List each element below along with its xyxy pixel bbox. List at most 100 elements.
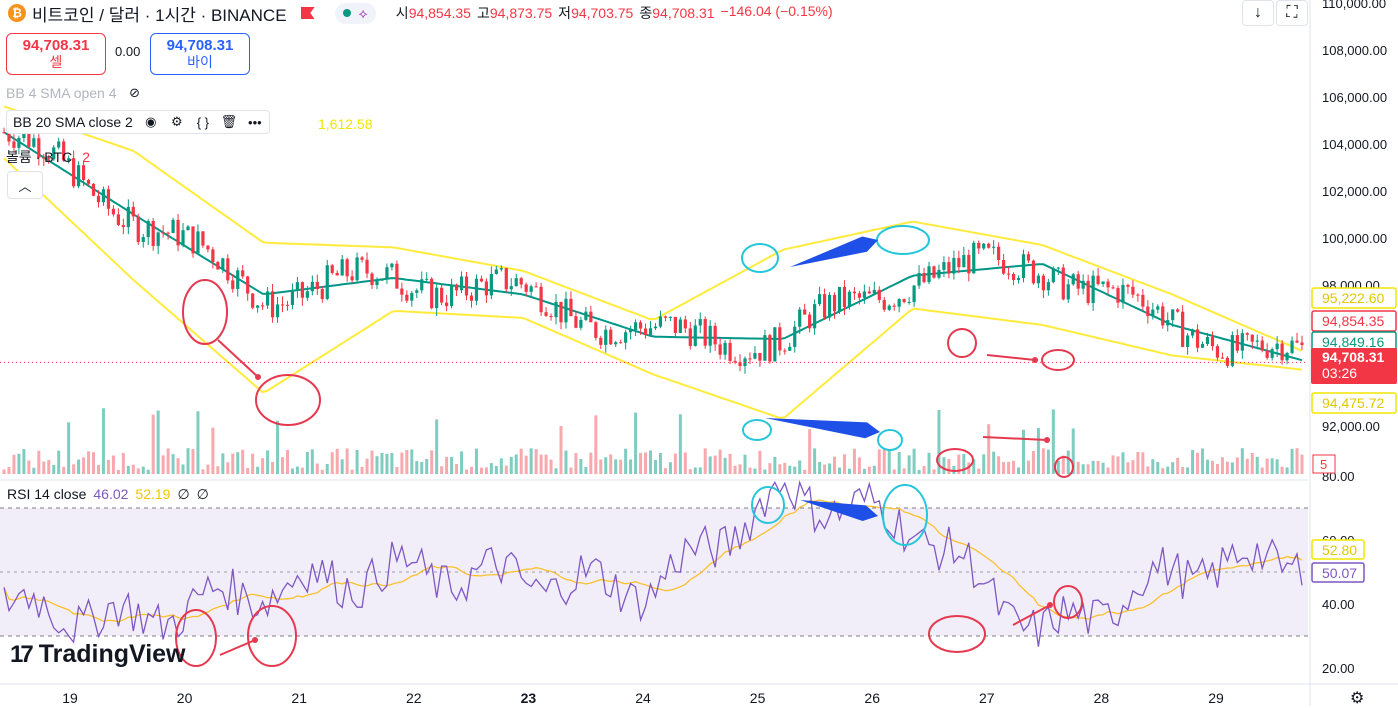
candle-body bbox=[350, 276, 354, 281]
candle-body bbox=[569, 298, 573, 317]
candle-body bbox=[748, 358, 752, 360]
candle-body bbox=[489, 274, 493, 296]
volume-bar bbox=[350, 469, 354, 474]
candle-body bbox=[778, 327, 782, 351]
candle-body bbox=[1011, 273, 1016, 281]
rsi-tag bbox=[1311, 539, 1365, 560]
candle-body bbox=[1026, 254, 1031, 261]
volume-bar bbox=[584, 467, 588, 474]
volume-bar bbox=[106, 459, 110, 474]
volume-bar bbox=[912, 448, 916, 474]
indicator-bb20[interactable]: BB 20 SMA close 2 ◉ ⚙ { } 🗑 ••• bbox=[6, 110, 270, 134]
candle-body bbox=[1265, 350, 1269, 358]
candle-body bbox=[121, 225, 125, 228]
volume-bar bbox=[718, 449, 722, 474]
source-code-icon[interactable]: { } bbox=[196, 114, 209, 130]
volume-bar bbox=[231, 453, 235, 474]
volume-bar bbox=[1161, 468, 1165, 474]
volume-bar bbox=[579, 459, 583, 474]
volume-bar bbox=[420, 461, 424, 474]
volume-bar bbox=[77, 459, 81, 474]
time-tick-label: 20 bbox=[177, 690, 193, 706]
delete-icon[interactable]: 🗑 bbox=[220, 114, 238, 129]
candle-body bbox=[534, 286, 538, 288]
volume-bar bbox=[1280, 466, 1284, 474]
candle-body bbox=[1220, 357, 1225, 359]
candle-body bbox=[1071, 274, 1075, 285]
rsi-tag-text: 52.80 bbox=[1322, 542, 1357, 558]
price-tag bbox=[1311, 310, 1397, 332]
candle-body bbox=[474, 278, 479, 301]
flag-icon[interactable] bbox=[300, 7, 315, 19]
spread-value: 0.00 bbox=[115, 44, 141, 59]
chart-settings-icon[interactable]: ⚙ bbox=[1350, 690, 1365, 707]
candle-body bbox=[261, 305, 265, 307]
rsi-ma-value: 52.19 bbox=[135, 486, 171, 502]
volume-bar bbox=[479, 467, 483, 474]
volume-bar bbox=[1220, 457, 1224, 474]
eye-off-icon[interactable]: ⊘ bbox=[129, 85, 140, 100]
tradingview-icon: 17 bbox=[10, 640, 34, 668]
candle-body bbox=[813, 304, 817, 329]
candle-body bbox=[1141, 294, 1145, 307]
volume-bar bbox=[32, 467, 36, 474]
candle-body bbox=[609, 329, 613, 345]
settings-icon[interactable]: ⚙ bbox=[171, 114, 183, 129]
indicator-volume[interactable]: 볼륨 · BTC 2 bbox=[6, 147, 90, 167]
open-label: 시 bbox=[395, 5, 409, 21]
more-icon[interactable]: ••• bbox=[248, 114, 262, 130]
volume-bar bbox=[614, 459, 618, 474]
volume-bar bbox=[1245, 458, 1249, 474]
price-tag-text: 94,854.35 bbox=[1322, 313, 1384, 329]
candle-body bbox=[768, 335, 772, 362]
fullscreen-icon[interactable]: ⛶ bbox=[1276, 0, 1308, 26]
candle-body bbox=[1171, 309, 1175, 321]
candle-body bbox=[942, 262, 946, 270]
candle-body bbox=[201, 231, 205, 246]
candle-body bbox=[1176, 309, 1180, 312]
volume-bar bbox=[1106, 467, 1110, 474]
volume-bar bbox=[847, 468, 851, 474]
tradingview-logo[interactable]: 17 TradingView bbox=[10, 640, 186, 669]
volume-bar bbox=[1101, 462, 1105, 474]
indicator-bb4[interactable]: BB 4 SMA open 4 ⊘ bbox=[6, 85, 143, 101]
candle-body bbox=[484, 281, 488, 296]
volume-bar bbox=[87, 451, 91, 474]
candle-body bbox=[315, 281, 319, 290]
rsi-line bbox=[3, 480, 1303, 647]
candle-body bbox=[982, 243, 986, 249]
candle-body bbox=[733, 360, 737, 363]
volume-bar bbox=[619, 459, 623, 474]
collapse-legend-button[interactable]: ︿ bbox=[7, 171, 43, 199]
volume-bar bbox=[241, 449, 245, 474]
candle-body bbox=[803, 309, 807, 315]
candle-body bbox=[972, 242, 976, 274]
volume-bar bbox=[1056, 460, 1060, 474]
candle-body bbox=[76, 165, 81, 187]
symbol-title[interactable]: 비트코인 / 달러 · 1시간 · BINANCE bbox=[32, 5, 287, 25]
volume-bar bbox=[504, 465, 508, 474]
volume-bar bbox=[67, 422, 71, 474]
candle-body bbox=[1076, 274, 1080, 289]
candle-body bbox=[678, 319, 682, 333]
candle-body bbox=[743, 358, 747, 367]
candle-body bbox=[604, 329, 608, 345]
rsi-legend[interactable]: RSI 14 close 46.02 52.19 ∅ ∅ bbox=[7, 486, 209, 503]
candle-body bbox=[101, 189, 106, 203]
candle-body bbox=[181, 230, 185, 246]
candle-body bbox=[822, 294, 827, 318]
candle-body bbox=[47, 158, 51, 160]
candle-body bbox=[509, 286, 513, 290]
candle-body bbox=[1295, 340, 1299, 343]
volume-bar bbox=[360, 466, 364, 474]
status-pill[interactable]: ⟡ bbox=[334, 2, 376, 24]
eye-icon[interactable]: ◉ bbox=[145, 114, 157, 129]
buy-button[interactable]: 94,708.31 바이 bbox=[150, 33, 250, 75]
candle-body bbox=[857, 293, 861, 298]
candle-body bbox=[280, 304, 285, 306]
download-icon[interactable]: ↓ bbox=[1242, 0, 1274, 26]
sell-button[interactable]: 94,708.31 셀 bbox=[6, 33, 106, 75]
volume-bar bbox=[325, 463, 329, 474]
candle-body bbox=[1300, 342, 1304, 345]
